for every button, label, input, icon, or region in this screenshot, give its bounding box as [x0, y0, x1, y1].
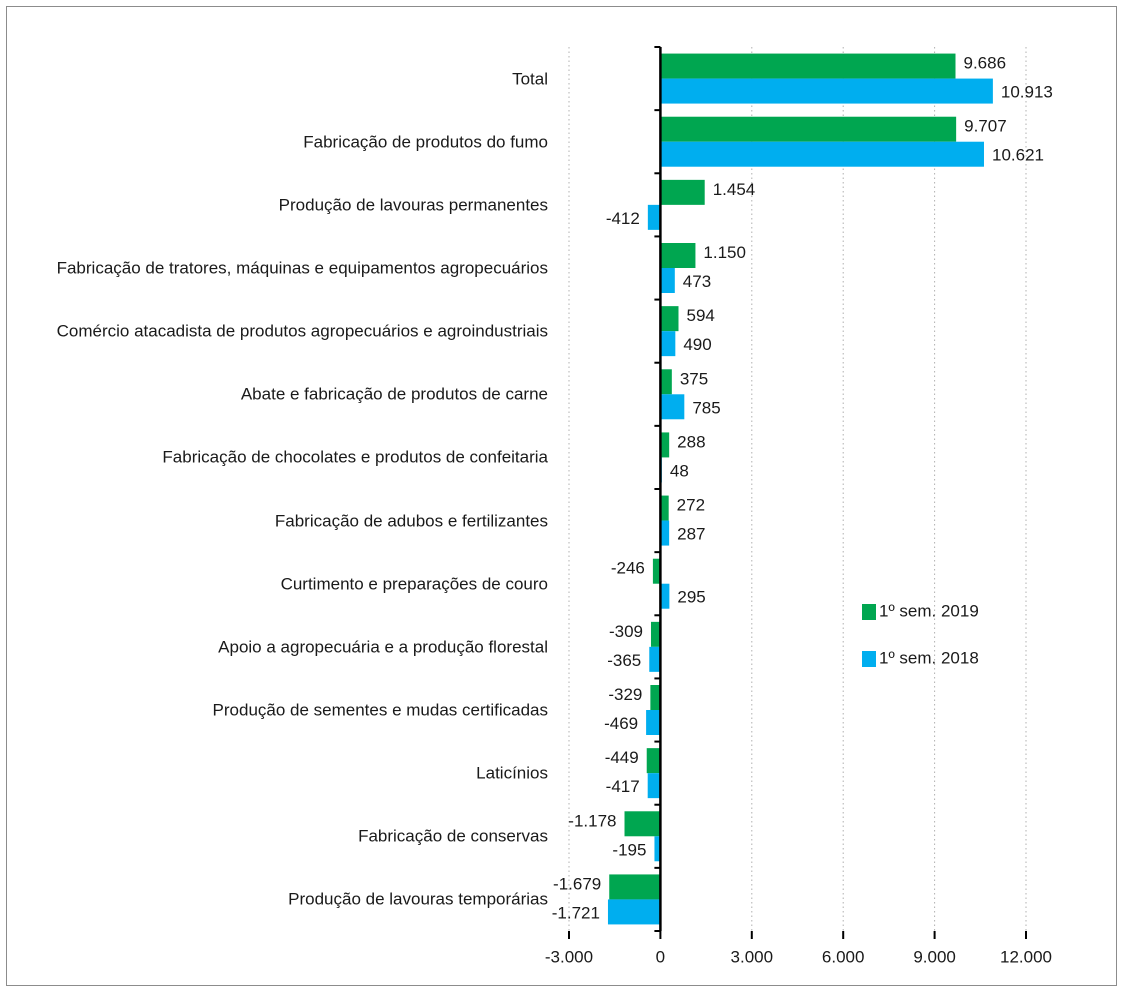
category-label: Produção de lavouras temporárias — [288, 889, 548, 909]
legend-label: 1º sem. 2019 — [879, 601, 979, 620]
bar — [647, 773, 661, 799]
value-label: 594 — [686, 306, 714, 325]
value-label: -449 — [605, 748, 639, 767]
legend-swatch — [862, 651, 876, 667]
category-label: Curtimento e preparações de couro — [280, 574, 548, 594]
value-label: -329 — [608, 685, 642, 704]
bar — [607, 899, 661, 925]
bar — [660, 495, 669, 521]
x-tick-label: -3.000 — [545, 947, 593, 966]
value-label: 10.913 — [1001, 83, 1053, 102]
category-label: Produção de sementes e mudas certificada… — [212, 700, 548, 720]
value-label: -1.178 — [568, 811, 616, 830]
value-label: 375 — [680, 369, 708, 388]
x-tick-label: 12.000 — [1000, 947, 1052, 966]
bar — [609, 874, 661, 900]
bar — [660, 369, 672, 395]
value-label: 490 — [683, 335, 711, 354]
bar — [654, 836, 661, 862]
x-tick-label: 9.000 — [913, 947, 956, 966]
value-label: -309 — [609, 622, 643, 641]
x-tick-label: 6.000 — [822, 947, 865, 966]
value-label: 9.707 — [964, 117, 1007, 136]
x-tick-label: 3.000 — [731, 947, 774, 966]
value-label: -417 — [606, 777, 640, 796]
category-label: Apoio a agropecuária e a produção flores… — [218, 637, 548, 657]
value-label: -1.721 — [552, 903, 600, 922]
value-label: 1.150 — [703, 243, 746, 262]
category-label: Fabricação de produtos do fumo — [303, 132, 548, 152]
category-label: Fabricação de adubos e fertilizantes — [274, 511, 548, 531]
category-label: Comércio atacadista de produtos agropecu… — [56, 321, 548, 341]
bar — [624, 811, 661, 837]
value-label: -1.679 — [553, 874, 601, 893]
category-label: Fabricação de conservas — [358, 826, 548, 846]
category-label: Laticínios — [476, 763, 548, 783]
bar — [660, 331, 676, 357]
bar — [660, 179, 705, 205]
bar — [660, 141, 984, 167]
bar — [660, 306, 679, 332]
frame — [6, 6, 1117, 986]
legend-swatch — [862, 604, 876, 620]
category-label: Fabricação de chocolates e produtos de c… — [162, 447, 548, 467]
value-label: 48 — [670, 461, 689, 480]
bar — [650, 621, 661, 647]
value-label: -195 — [612, 840, 646, 859]
bar — [649, 646, 661, 672]
value-label: 272 — [677, 496, 705, 515]
bar — [660, 432, 670, 458]
value-label: -246 — [611, 559, 645, 578]
value-label: 9.686 — [964, 54, 1007, 73]
category-label: Total — [512, 69, 548, 89]
value-label: 785 — [692, 398, 720, 417]
legend-label: 1º sem. 2018 — [879, 648, 979, 667]
value-label: -412 — [606, 209, 640, 228]
bar — [660, 78, 993, 104]
bar — [646, 748, 661, 774]
bar — [652, 558, 661, 584]
value-label: -469 — [604, 714, 638, 733]
value-label: 473 — [683, 272, 711, 291]
value-label: 295 — [677, 588, 705, 607]
category-label: Abate e fabricação de produtos de carne — [240, 384, 548, 404]
value-label: 288 — [677, 432, 705, 451]
category-label: Produção de lavouras permanentes — [278, 195, 548, 215]
bar — [646, 710, 661, 735]
value-label: 10.621 — [992, 146, 1044, 165]
bar — [660, 394, 685, 420]
value-label: -365 — [607, 651, 641, 670]
bar — [647, 204, 661, 230]
value-label: 1.454 — [713, 180, 756, 199]
bar — [660, 520, 670, 546]
bar — [660, 116, 957, 142]
x-tick-label: 0 — [656, 947, 665, 966]
bar — [660, 268, 675, 293]
bar — [660, 583, 670, 609]
bar — [660, 243, 696, 268]
value-label: 287 — [677, 525, 705, 544]
bar — [660, 53, 956, 79]
category-label: Fabricação de tratores, máquinas e equip… — [56, 258, 548, 278]
bar — [650, 685, 661, 710]
